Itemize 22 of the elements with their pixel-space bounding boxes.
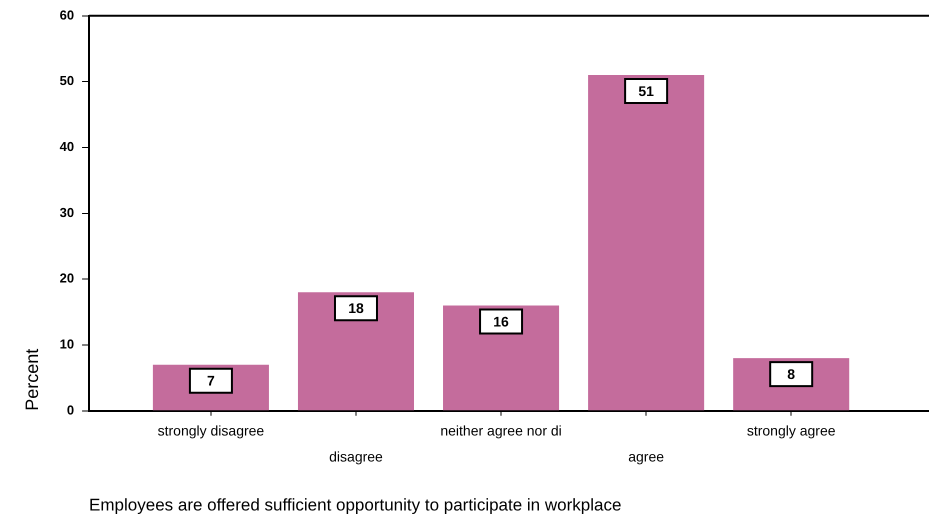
y-tick-label: 10: [60, 336, 74, 352]
x-axis-title: Employees are offered sufficient opportunity to participate in workplace: [89, 495, 622, 514]
y-tick-label: 60: [60, 7, 74, 22]
data-label: 16: [493, 313, 510, 330]
data-label: 7: [207, 372, 216, 389]
x-tick-label: strongly disagree: [158, 422, 264, 439]
y-tick-label: 40: [60, 139, 74, 154]
x-tick-label: neither agree nor di: [440, 422, 562, 439]
bar: [588, 75, 704, 410]
x-tick-label: strongly agree: [746, 422, 836, 439]
data-label: 51: [638, 82, 654, 99]
x-tick-label: disagree: [329, 448, 384, 465]
y-axis-title: Percent: [22, 348, 42, 411]
data-label: 8: [787, 366, 796, 382]
y-tick-label: 0: [66, 402, 74, 418]
y-tick-label: 30: [60, 204, 74, 220]
data-label: 18: [348, 300, 364, 316]
bar: [298, 292, 414, 410]
y-tick-label: 20: [60, 270, 74, 286]
y-tick-label: 50: [60, 73, 74, 88]
bar: [443, 305, 560, 410]
x-tick-label: agree: [628, 448, 664, 465]
